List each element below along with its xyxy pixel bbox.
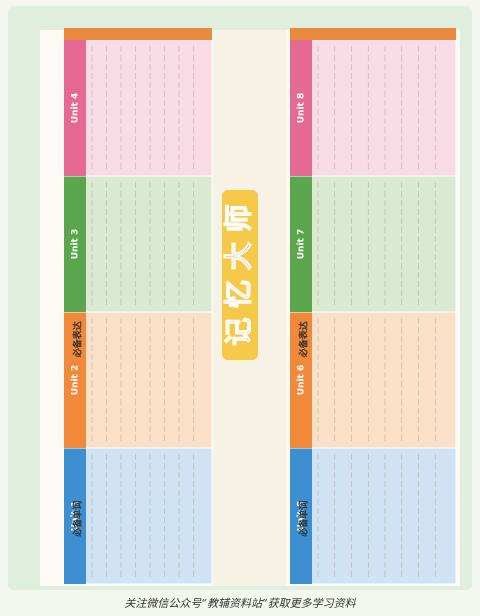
unit-label: Unit 1 (71, 501, 81, 532)
unit-band (63, 175, 213, 313)
unit-label: Unit 3 (71, 229, 81, 260)
unit-label: Unit 6 (297, 365, 307, 396)
unit-band (289, 39, 457, 177)
unit-label-bg (290, 448, 312, 584)
unit-label-bg (290, 176, 312, 312)
unit-label: Unit 7 (297, 229, 307, 260)
unit-band (289, 175, 457, 313)
title-group: 记 忆 大 师 (222, 190, 258, 360)
header-bar (290, 28, 456, 40)
unit-band (63, 39, 213, 177)
section-header: 必备表达 (298, 321, 310, 358)
unit-band (63, 447, 213, 585)
unit-band (63, 311, 213, 449)
unit-label-bg (64, 312, 86, 448)
unit-label: Unit 4 (71, 93, 81, 124)
section-header: 必备单词 (72, 501, 84, 538)
unit-label-bg (64, 176, 86, 312)
unit-label: Unit 2 (71, 365, 81, 396)
title-badge (222, 190, 258, 360)
unit-label-bg (290, 40, 312, 176)
unit-band (289, 311, 457, 449)
unit-label-bg (290, 312, 312, 448)
unit-label-bg (64, 448, 86, 584)
footer-caption: 关注微信公众号“教辅资料站”获取更多学习资料 (124, 597, 356, 610)
panels: Unit 1 Unit 2 Unit 3 Unit 4 必备单词 必备表达 Unit 5 Un… (63, 28, 457, 585)
header-bar (64, 28, 212, 40)
unit-label: Unit 5 (297, 501, 307, 532)
section-header: 必备单词 (298, 501, 310, 538)
unit-label-bg (64, 40, 86, 176)
title: 记 忆 大 师 (222, 204, 255, 345)
unit-label: Unit 8 (297, 93, 307, 124)
section-header: 必备表达 (72, 321, 84, 358)
unit-band (289, 447, 457, 585)
